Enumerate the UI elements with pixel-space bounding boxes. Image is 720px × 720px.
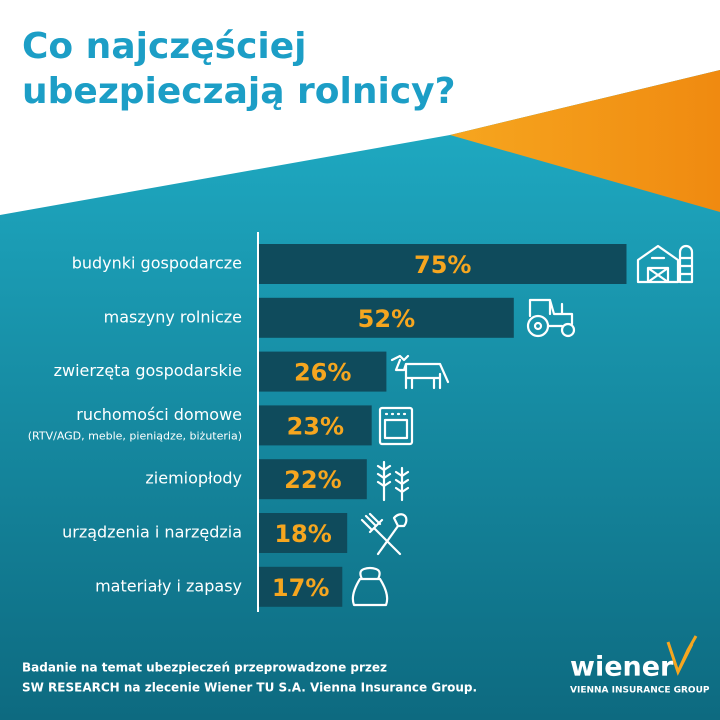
bars: budynki gospodarcze 75% maszyny rolnicze 52… [28, 244, 627, 607]
bar [259, 566, 343, 607]
bar [259, 459, 367, 500]
wheat-icon [376, 460, 410, 502]
category-label: ziemiopłody [145, 469, 242, 488]
value-label: 23% [287, 412, 344, 440]
tools-icon [360, 512, 408, 556]
bar [259, 405, 372, 446]
accent-triangle [450, 70, 720, 212]
value-label: 26% [294, 359, 351, 387]
barn-icon [636, 244, 694, 284]
value-label: 18% [274, 520, 331, 548]
bar [259, 513, 348, 553]
sack-icon [351, 566, 389, 607]
value-label: 75% [414, 251, 471, 279]
logo-name: wiener [570, 652, 674, 683]
title-line: ubezpieczają rolnicy? [22, 71, 456, 112]
category-note: (RTV/AGD, meble, pieniądze, biżuteria) [28, 429, 242, 442]
category-label: ruchomości domowe [76, 405, 242, 424]
logo-tagline: VIENNA INSURANCE GROUP [570, 686, 710, 696]
value-label: 17% [272, 574, 329, 602]
header-area [0, 0, 720, 215]
bar [259, 244, 627, 284]
category-label: urządzenia i narzędzia [62, 523, 242, 542]
bar [259, 297, 514, 338]
cow-icon [390, 354, 450, 390]
category-label: zwierzęta gospodarskie [54, 361, 242, 380]
value-label: 22% [284, 466, 341, 494]
footnote: Badanie na temat ubezpieczeń przeprowadz… [22, 661, 387, 675]
category-label: budynki gospodarcze [72, 254, 242, 273]
footnote: SW RESEARCH na zlecenie Wiener TU S.A. V… [22, 681, 477, 695]
bar [259, 351, 387, 392]
category-label: maszyny rolnicze [104, 307, 242, 326]
category-label: materiały i zapasy [95, 576, 242, 595]
logo-mark [666, 635, 698, 676]
value-label: 52% [358, 305, 415, 333]
oven-icon [378, 406, 414, 446]
title-line: Co najczęściej [22, 26, 307, 67]
tractor-icon [526, 298, 576, 338]
